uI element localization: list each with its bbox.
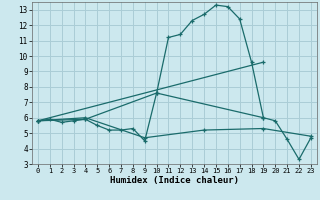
X-axis label: Humidex (Indice chaleur): Humidex (Indice chaleur) (110, 176, 239, 185)
